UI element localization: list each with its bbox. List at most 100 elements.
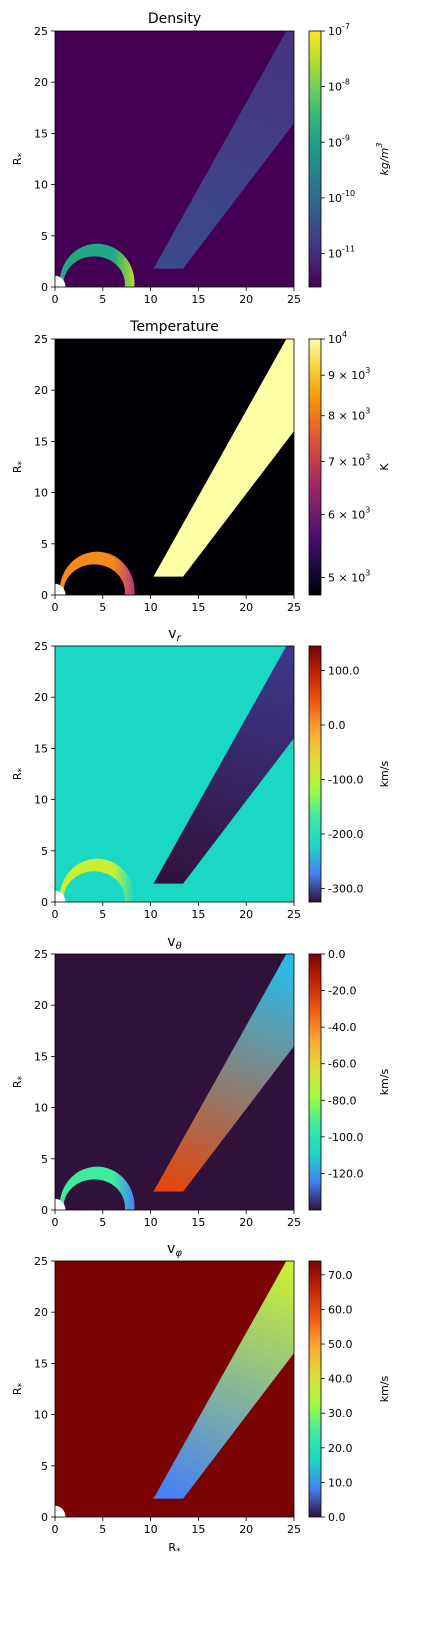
disk [59,1473,135,1517]
y-tick-label: 10 [34,1409,48,1422]
plot-frame [54,645,295,903]
colorbar-tick-label: -80.0 [328,1094,356,1107]
colorbar-tick-label: 10-9 [328,133,350,149]
heatmap-area [55,646,294,902]
x-tick-label: 25 [287,908,301,921]
wind-cone [153,954,294,1192]
colorbar-tick-label: 10-11 [328,245,355,261]
panel-5: 0 5 10 15 20 25 0 5 10 15 20 25 vφ R* R* 70.0 60.0 50.0 40… [11,1241,391,1557]
heatmap-area [55,31,294,287]
colorbar-tick-label: 40.0 [328,1373,353,1386]
x-tick-label: 10 [144,1216,158,1229]
y-tick-label: 25 [34,640,48,653]
x-tick-label: 20 [239,293,253,306]
x-tick-label: 25 [287,293,301,306]
colorbar [308,645,322,903]
colorbar-tick-label: -200.0 [328,828,363,841]
y-tick-label: 15 [34,1050,48,1063]
x-tick-label: 5 [99,1216,106,1229]
colorbar-tick-label: 10.0 [328,1476,353,1489]
y-tick-label: 15 [34,127,48,140]
colorbar-label: km/s [378,1068,391,1095]
y-tick-label: 5 [41,1460,48,1473]
colorbar-tick-label: 10-7 [328,22,350,38]
colorbar-tick-label: -20.0 [328,985,356,998]
x-tick-label: 25 [287,1216,301,1229]
x-tick-label: 5 [99,908,106,921]
colorbar-tick-label: 6 × 103 [328,506,370,522]
y-tick-label: 5 [41,1153,48,1166]
x-tick-label: 15 [191,293,205,306]
y-tick-label: 5 [41,230,48,243]
plot-frame [54,953,295,1211]
heatmap-area [55,339,294,595]
colorbar-tick-label: -120.0 [328,1167,363,1180]
x-tick-label: 5 [99,601,106,614]
star [55,583,66,595]
colorbar-tick-label: 7 × 103 [328,453,370,469]
colorbar-tick-label: -40.0 [328,1021,356,1034]
y-tick-label: 15 [34,1357,48,1370]
x-tick-label: 10 [144,601,158,614]
y-tick-label: 10 [34,179,48,192]
y-tick-label: 25 [34,1255,48,1268]
wind-cone [153,1261,294,1499]
y-tick-label: 25 [34,25,48,38]
y-tick-label: 0 [41,1204,48,1217]
y-tick-label: 10 [34,1102,48,1115]
colorbar [308,1260,322,1518]
y-tick-label: 20 [34,1306,48,1319]
y-tick-label: 15 [34,435,48,448]
colorbar-label: kg/m3 [375,143,391,176]
colorbar-tick-label: 10-8 [328,78,350,94]
colorbar [308,30,322,288]
colorbar [308,338,322,596]
y-axis-label: R* [11,460,27,473]
x-tick-label: 20 [239,601,253,614]
wind-cone [153,646,294,884]
star [55,1505,66,1517]
colorbar-label: km/s [378,760,391,787]
y-tick-label: 0 [41,1511,48,1524]
colorbar-tick-label: 0.0 [328,719,346,732]
colorbar-tick-label: 104 [328,330,347,346]
plot-frame [54,338,295,596]
colorbar [308,953,322,1211]
x-tick-label: 5 [99,1523,106,1536]
colorbar-tick-label: 100.0 [328,665,360,678]
x-tick-label: 25 [287,1523,301,1536]
colorbar-tick-label: 9 × 103 [328,366,370,382]
x-tick-label: 10 [144,1523,158,1536]
x-tick-label: 15 [191,908,205,921]
colorbar-label: K [378,463,391,471]
wind-cone [153,339,294,577]
panel-1: 0 5 10 15 20 25 0 5 10 15 20 25 Density R* 10-7 10-8 10-… [11,11,391,306]
colorbar-tick-label: 0.0 [328,1511,346,1524]
panel-title: Density [148,11,201,27]
y-tick-label: 15 [34,742,48,755]
disk [59,858,135,902]
colorbar-tick-label: 8 × 103 [328,407,370,423]
colorbar-tick-label: 70.0 [328,1269,353,1282]
panel-title: vθ [167,934,181,952]
panel-title: vφ [167,1241,182,1259]
y-tick-label: 10 [34,794,48,807]
x-tick-label: 0 [52,601,59,614]
colorbar-tick-label: 10-10 [328,189,355,205]
plot-frame [54,30,295,288]
x-axis-label: R* [168,1541,181,1557]
y-tick-label: 20 [34,384,48,397]
x-tick-label: 0 [52,293,59,306]
panel-title: vr [168,626,181,644]
y-tick-label: 25 [34,948,48,961]
x-tick-label: 0 [52,908,59,921]
y-tick-label: 10 [34,487,48,500]
panel-4: 0 5 10 15 20 25 0 5 10 15 20 25 vθ R* 0.0 -20.0 -40.0 -60… [11,934,391,1229]
colorbar-tick-label: 60.0 [328,1303,353,1316]
x-tick-label: 15 [191,1216,205,1229]
wind-cone [153,31,294,269]
x-tick-label: 20 [239,1216,253,1229]
y-tick-label: 0 [41,896,48,909]
plot-frame [54,1260,295,1518]
